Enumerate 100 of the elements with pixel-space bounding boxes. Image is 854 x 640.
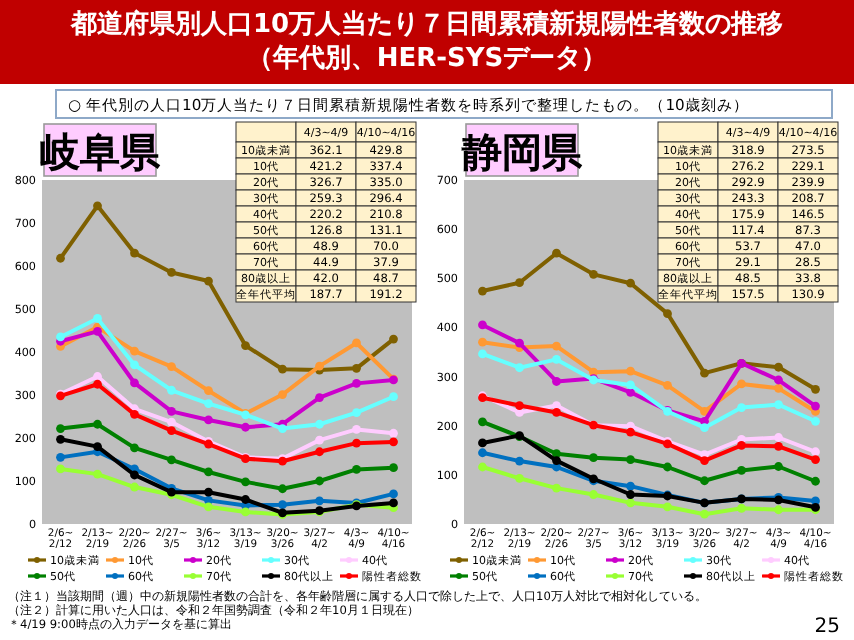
point <box>478 349 487 359</box>
point <box>167 455 176 465</box>
point <box>478 448 487 458</box>
point <box>278 364 287 374</box>
point <box>204 399 213 408</box>
point <box>167 385 176 395</box>
point <box>478 337 487 347</box>
point <box>130 443 139 453</box>
point <box>315 435 324 445</box>
point <box>389 392 398 402</box>
point <box>515 363 524 373</box>
point <box>663 462 672 472</box>
point <box>93 372 102 381</box>
point <box>130 346 139 356</box>
point <box>700 476 709 486</box>
point <box>700 423 709 433</box>
point <box>204 276 213 286</box>
text: 25 <box>814 616 840 638</box>
point <box>352 363 361 373</box>
point <box>626 278 635 288</box>
point <box>626 490 635 499</box>
point <box>589 453 598 463</box>
point <box>93 469 102 479</box>
point <box>552 483 561 493</box>
point <box>130 409 139 419</box>
point <box>204 386 213 396</box>
point <box>130 248 139 258</box>
point <box>352 438 361 448</box>
point <box>737 440 746 450</box>
point <box>626 455 635 465</box>
point <box>315 393 324 402</box>
point <box>130 470 139 480</box>
point <box>278 484 287 494</box>
point <box>552 408 561 417</box>
point <box>130 360 139 370</box>
point <box>737 379 746 389</box>
point <box>626 481 635 491</box>
point <box>700 407 709 416</box>
point <box>315 447 324 457</box>
point <box>552 341 561 351</box>
point <box>478 320 487 330</box>
point <box>241 477 250 487</box>
point <box>93 201 102 211</box>
point <box>774 462 783 471</box>
point <box>56 434 65 444</box>
point <box>774 375 783 385</box>
point <box>552 354 561 364</box>
point <box>315 496 324 506</box>
point <box>389 428 398 438</box>
point <box>737 403 746 412</box>
point <box>774 400 783 409</box>
point <box>389 498 398 508</box>
point <box>56 464 65 474</box>
point <box>315 476 324 486</box>
point <box>167 426 176 436</box>
chart-title: 岐阜県 <box>40 128 162 176</box>
point <box>278 390 287 399</box>
point <box>515 408 524 417</box>
point <box>315 419 324 429</box>
point <box>700 456 709 466</box>
point <box>167 406 176 416</box>
point <box>552 377 561 386</box>
point <box>515 456 524 466</box>
point <box>478 438 487 448</box>
point <box>93 314 102 323</box>
point <box>204 487 213 497</box>
point <box>56 424 65 433</box>
point <box>204 467 213 477</box>
chart-title: 静岡県 <box>460 128 584 176</box>
point <box>352 378 361 388</box>
point <box>241 341 250 350</box>
point <box>811 455 820 465</box>
point <box>278 424 287 433</box>
point <box>552 248 561 258</box>
point <box>811 476 820 486</box>
point <box>626 498 635 508</box>
point <box>811 416 820 426</box>
point <box>774 505 783 515</box>
point <box>552 456 561 466</box>
point <box>352 425 361 434</box>
point <box>352 338 361 348</box>
point <box>552 401 561 410</box>
point <box>626 427 635 437</box>
point <box>167 362 176 372</box>
point <box>241 495 250 504</box>
point <box>204 502 213 512</box>
point <box>774 433 783 442</box>
point <box>515 401 524 410</box>
point <box>389 489 398 499</box>
point <box>389 334 398 344</box>
point <box>204 415 213 425</box>
point <box>352 464 361 474</box>
point <box>589 269 598 279</box>
point <box>515 278 524 288</box>
point <box>663 381 672 390</box>
point <box>56 253 65 263</box>
point <box>811 447 820 457</box>
point <box>774 362 783 372</box>
point <box>278 500 287 510</box>
point <box>241 422 250 432</box>
